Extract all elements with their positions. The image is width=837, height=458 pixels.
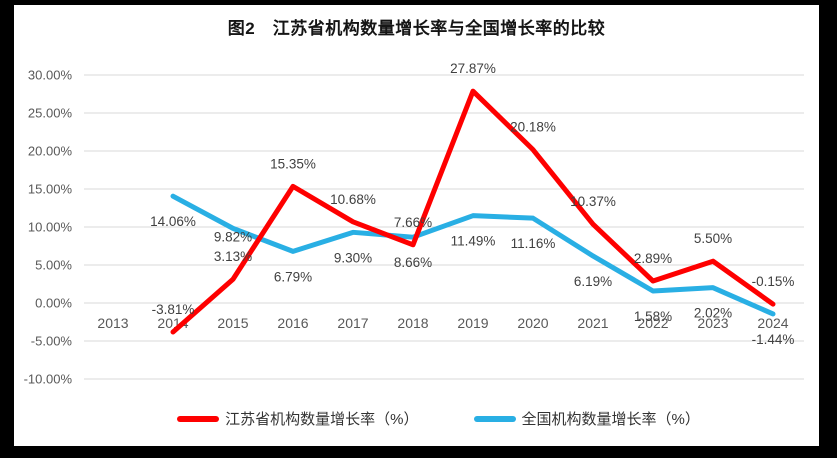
data-label: 11.16% <box>511 236 556 251</box>
legend-label-jiangsu: 江苏省机构数量增长率（%） <box>225 411 419 428</box>
blue-line-swatch-icon <box>473 415 516 422</box>
x-tick-label: 2020 <box>517 315 548 331</box>
data-label: 20.18% <box>510 120 556 135</box>
x-tick-label: 2015 <box>217 315 248 331</box>
y-tick-label: 15.00% <box>28 182 73 197</box>
y-tick-label: 25.00% <box>28 106 73 121</box>
y-tick-label: -10.00% <box>24 372 73 387</box>
series-line-1 <box>170 193 776 317</box>
x-tick-label: 2021 <box>577 315 608 331</box>
data-label: 10.68% <box>330 192 376 207</box>
chart-title: 图2 江苏省机构数量增长率与全国增长率的比较 <box>227 19 606 38</box>
y-tick-label: -5.00% <box>31 334 73 349</box>
data-label: 2.89% <box>634 251 672 266</box>
y-tick-label: 10.00% <box>28 220 73 235</box>
y-tick-label: 0.00% <box>35 296 72 311</box>
legend-item-national: 全国机构数量增长率（%） <box>473 408 700 429</box>
data-label: -1.44% <box>752 332 795 347</box>
y-tick-label: 20.00% <box>28 144 73 159</box>
data-label: -3.81% <box>152 302 195 317</box>
data-label: 5.50% <box>694 231 732 246</box>
legend: 江苏省机构数量增长率（%） 全国机构数量增长率（%） <box>36 408 837 429</box>
data-label: 3.13% <box>214 249 252 264</box>
data-label: 14.06% <box>150 214 196 229</box>
legend-item-jiangsu: 江苏省机构数量增长率（%） <box>177 408 419 429</box>
x-tick-label: 2018 <box>397 315 428 331</box>
x-tick-label: 2022 <box>637 315 668 331</box>
x-tick-label: 2024 <box>757 315 788 331</box>
x-tick-label: 2017 <box>337 315 368 331</box>
data-label: 27.87% <box>450 61 496 76</box>
x-tick-label: 2016 <box>277 315 308 331</box>
data-label: 6.19% <box>574 274 612 289</box>
y-tick-label: 5.00% <box>35 258 72 273</box>
data-label: 10.37% <box>570 194 616 209</box>
x-tick-label: 2019 <box>457 315 488 331</box>
data-label: 8.66% <box>394 255 432 270</box>
data-label: 1.58% <box>634 309 672 324</box>
x-tick-label: 2023 <box>697 315 728 331</box>
data-label: 15.35% <box>270 156 316 171</box>
chart-background <box>14 5 819 446</box>
series-line-0 <box>170 88 776 335</box>
data-label: 11.49% <box>451 234 496 249</box>
x-tick-label: 2013 <box>97 315 128 331</box>
data-label: 9.30% <box>334 250 372 265</box>
data-label: -0.15% <box>752 274 795 289</box>
legend-label-national: 全国机构数量增长率（%） <box>521 411 700 428</box>
data-label: 6.79% <box>274 269 312 284</box>
data-label: 7.66% <box>394 215 432 230</box>
data-label: 2.02% <box>694 306 732 321</box>
y-tick-label: 30.00% <box>28 68 73 83</box>
data-label: 9.82% <box>214 229 252 244</box>
red-line-swatch-icon <box>177 415 220 422</box>
